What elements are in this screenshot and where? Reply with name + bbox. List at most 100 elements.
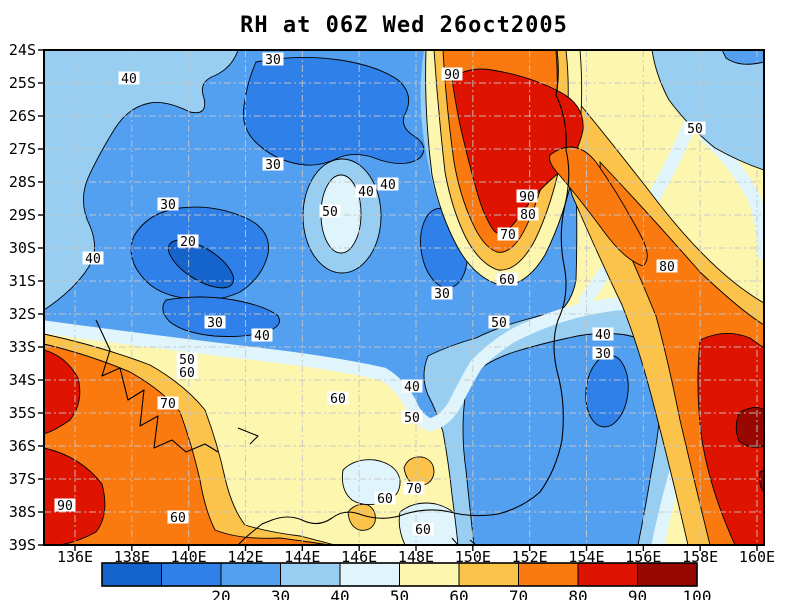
map-frame <box>43 49 765 546</box>
contour-label-box <box>401 410 423 424</box>
contour-label: 40 <box>121 72 137 87</box>
contour-label: 90 <box>444 68 460 83</box>
coastline-east-australia <box>237 50 570 545</box>
contour-label-box <box>204 315 226 329</box>
colorbar-segment <box>339 562 400 587</box>
contour-label-box <box>441 67 463 81</box>
contour-label-box <box>592 346 614 360</box>
contour-label: 40 <box>85 252 101 267</box>
colorbar-tick-label: 60 <box>449 587 468 600</box>
contour-label-box <box>251 328 273 342</box>
contour-label: 80 <box>520 208 536 223</box>
contour-label: 70 <box>406 482 422 497</box>
x-tick-label: 152E <box>512 548 548 566</box>
contour-label-box <box>377 177 399 191</box>
band-lt20-core <box>168 239 234 289</box>
y-tick-label: 26S <box>9 107 36 125</box>
contour-label-box <box>54 498 76 512</box>
contour-label-box <box>327 391 349 405</box>
band-90-100-northblob <box>451 68 584 234</box>
contour-label: 60 <box>179 366 195 381</box>
colorbar-segment <box>161 562 222 587</box>
x-tick-label: 160E <box>739 548 775 566</box>
contour-label: 40 <box>595 328 611 343</box>
colorbar-tick-label: 30 <box>271 587 290 600</box>
y-tick-label: 37S <box>9 470 36 488</box>
contour-label-box <box>118 71 140 85</box>
contour-label-box <box>157 396 179 410</box>
contour-label: 60 <box>330 392 346 407</box>
contour-fill-bands <box>44 50 764 545</box>
contour-label: 30 <box>265 53 281 68</box>
band-90-100-west-core2 <box>44 447 106 545</box>
band-20-30-topcenter <box>242 56 425 166</box>
contour-label-box <box>516 189 538 203</box>
band-80-90-southwest <box>44 343 331 545</box>
band-90-100-east <box>697 333 764 545</box>
x-axis-ticks: 136E 138E 140E 142E 144E 146E 148E 150E 152E 154E… <box>57 545 775 566</box>
contour-label: 80 <box>659 260 675 275</box>
contour-label: 60 <box>170 511 186 526</box>
contour-label: 40 <box>380 178 396 193</box>
coastline-island1 <box>237 427 259 445</box>
contour-label: 90 <box>57 499 73 514</box>
contour-label-box <box>431 286 453 300</box>
contour-label-box <box>157 197 179 211</box>
y-axis-ticks: 24S 25S 26S 27S 28S 29S 30S 31S 32S 33S 34S 35S 36S 3… <box>9 41 44 554</box>
contour-label-box <box>176 365 198 379</box>
colorbar-segment <box>280 562 341 587</box>
colorbar-frame <box>101 562 698 587</box>
contour-label-box <box>355 184 377 198</box>
x-tick-label: 150E <box>455 548 491 566</box>
colorbar-segment <box>458 562 519 587</box>
y-tick-label: 35S <box>9 404 36 422</box>
contour-label-box <box>497 227 519 241</box>
contour-label: 30 <box>207 316 223 331</box>
colorbar-tick-label: 70 <box>509 587 528 600</box>
contour-label: 30 <box>595 347 611 362</box>
contour-label-box <box>517 207 539 221</box>
contour-label: 60 <box>499 273 515 288</box>
x-tick-label: 154E <box>568 548 604 566</box>
contour-label-box <box>374 491 396 505</box>
band-gt100-east-core <box>735 407 764 448</box>
contour-label-box <box>412 522 434 536</box>
y-tick-label: 36S <box>9 437 36 455</box>
band-gt100-east-notch <box>759 469 764 493</box>
colorbar-tick-label: 80 <box>568 587 587 600</box>
y-tick-label: 39S <box>9 536 36 554</box>
contour-label-box <box>262 52 284 66</box>
contour-label-box <box>684 121 706 135</box>
contour-label-box <box>401 379 423 393</box>
x-tick-label: 138E <box>114 548 150 566</box>
y-tick-label: 34S <box>9 371 36 389</box>
colorbar-segment <box>637 562 698 587</box>
contour-label: 90 <box>519 190 535 205</box>
colorbar-segment <box>577 562 638 587</box>
chart-title: RH at 06Z Wed 26oct2005 <box>240 13 568 38</box>
band-70-80-blob2 <box>347 503 376 531</box>
contour-label: 70 <box>500 228 516 243</box>
contour-label-box <box>167 510 189 524</box>
contour-labels: 40 30 90 50 30 40 40 50 30 20 90 80 70 40 60 30 30 40 50 40… <box>54 52 706 538</box>
contour-label: 20 <box>180 235 196 250</box>
contour-label: 50 <box>687 122 703 137</box>
contour-label: 50 <box>491 316 507 331</box>
x-tick-label: 146E <box>341 548 377 566</box>
contour-label-box <box>176 352 198 366</box>
contour-label-box <box>262 157 284 171</box>
x-tick-label: 158E <box>682 548 718 566</box>
contour-label: 40 <box>404 380 420 395</box>
contour-label: 50 <box>322 205 338 220</box>
contour-label: 50 <box>404 411 420 426</box>
contour-label: 40 <box>358 185 374 200</box>
colorbar-tick-label: 40 <box>330 587 349 600</box>
contour-label: 30 <box>434 287 450 302</box>
x-tick-label: 142E <box>227 548 263 566</box>
colorbar: 20 30 40 50 60 70 80 90 100 <box>101 562 711 600</box>
coastline-layer <box>95 50 570 545</box>
x-tick-label: 156E <box>625 548 661 566</box>
colorbar-segment <box>518 562 579 587</box>
colorbar-segment <box>220 562 281 587</box>
